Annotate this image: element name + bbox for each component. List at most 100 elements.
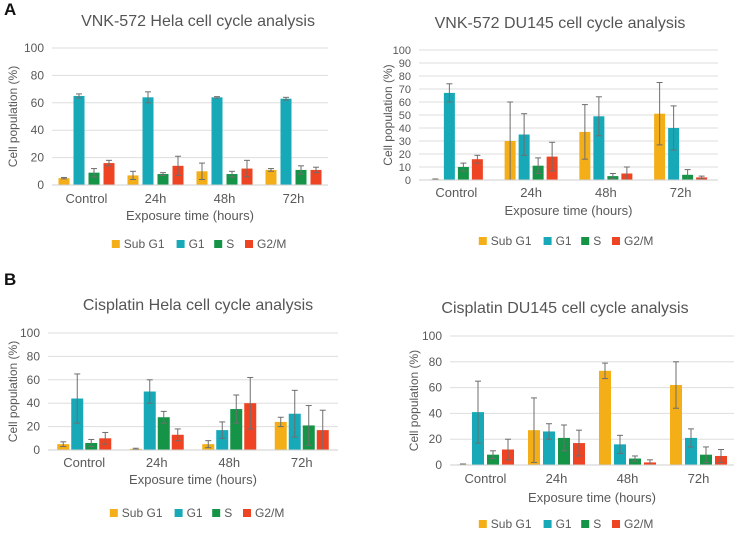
error-bar-g2-m-control bbox=[474, 154, 481, 164]
error-bar-s-48h bbox=[632, 455, 638, 462]
legend-swatch-g1 bbox=[176, 240, 185, 248]
error-bar-g1-48h bbox=[617, 434, 623, 454]
chart-3: Cisplatin Hela cell cycle analysis 0 20 40 6… bbox=[6, 297, 338, 520]
error-bar-s-control bbox=[490, 450, 496, 460]
bar-s-control bbox=[487, 454, 499, 465]
legend-label-sub-g1: Sub G1 bbox=[124, 237, 165, 251]
y-tick-label: 40 bbox=[429, 406, 443, 420]
error-bar-sub-g1-24h bbox=[132, 447, 139, 450]
legend-label-g1: G1 bbox=[187, 506, 203, 520]
error-bar-sub-g1-control bbox=[61, 176, 67, 180]
y-tick-label: 20 bbox=[399, 149, 411, 161]
legend-swatch-g2-m bbox=[243, 509, 251, 517]
error-bar-s-24h bbox=[535, 157, 542, 174]
chart-4: Cisplatin DU145 cell cycle analysis 0 20 40… bbox=[407, 300, 734, 531]
legend-label-sub-g1: Sub G1 bbox=[491, 517, 532, 531]
legend-swatch-g1 bbox=[174, 509, 183, 517]
legend-swatch-g1 bbox=[543, 520, 552, 528]
legend-swatch-sub-g1 bbox=[109, 509, 118, 517]
bar-g1-control bbox=[73, 95, 85, 185]
legend-swatch-sub-g1 bbox=[111, 240, 120, 248]
error-bar-g1-control bbox=[74, 373, 81, 424]
x-tick-label: 24h bbox=[146, 455, 168, 470]
bar-s-24h bbox=[558, 437, 570, 465]
error-bar-g1-24h bbox=[546, 423, 552, 440]
error-bar-s-72h bbox=[703, 446, 709, 463]
error-bar-sub-g1-24h bbox=[531, 397, 537, 463]
bar-g1-control bbox=[71, 398, 84, 450]
legend-swatch-s bbox=[581, 237, 590, 245]
bar-g2-m-72h bbox=[310, 169, 322, 185]
bar-s-control bbox=[457, 167, 469, 180]
error-bar-g1-24h bbox=[145, 91, 151, 104]
legend-label-sub-g1: Sub G1 bbox=[491, 234, 532, 248]
bar-sub-g1-control bbox=[58, 178, 70, 185]
legend-swatch-g2-m bbox=[245, 240, 253, 248]
chart-title: VNK-572 Hela cell cycle analysis bbox=[81, 13, 315, 30]
error-bar-s-72h bbox=[305, 405, 312, 446]
error-bar-g1-48h bbox=[219, 421, 226, 439]
y-tick-label: 0 bbox=[435, 458, 442, 472]
x-tick-label: 24h bbox=[546, 471, 568, 486]
y-tick-label: 0 bbox=[37, 178, 44, 192]
error-bar-g2-m-72h bbox=[698, 175, 705, 180]
y-tick-label: 80 bbox=[399, 71, 411, 83]
error-bar-g2-m-72h bbox=[718, 449, 724, 463]
x-tick-label: 24h bbox=[145, 191, 167, 206]
legend-label-s: S bbox=[593, 234, 601, 248]
y-tick-label: 40 bbox=[27, 396, 41, 410]
error-bar-g1-48h bbox=[214, 96, 220, 99]
bar-s-48h bbox=[230, 409, 243, 450]
y-tick-label: 100 bbox=[393, 45, 411, 57]
error-bar-g1-24h bbox=[146, 379, 153, 404]
bar-g2-m-control bbox=[103, 163, 115, 185]
x-tick-label: 48h bbox=[214, 191, 236, 206]
x-tick-label: 72h bbox=[688, 471, 710, 486]
error-bar-sub-g1-48h bbox=[205, 440, 212, 449]
bar-g1-48h bbox=[211, 97, 223, 185]
bar-sub-g1-72h bbox=[670, 385, 682, 465]
legend-label-sub-g1: Sub G1 bbox=[122, 506, 163, 520]
x-tick-label: 72h bbox=[291, 455, 313, 470]
bar-g1-24h bbox=[143, 391, 156, 450]
legend-swatch-g1 bbox=[543, 237, 552, 245]
y-tick-label: 10 bbox=[399, 162, 411, 174]
error-bar-s-24h bbox=[160, 172, 166, 176]
error-bar-s-control bbox=[91, 168, 97, 178]
legend-label-s: S bbox=[224, 506, 232, 520]
panel-label-b: B bbox=[4, 270, 17, 289]
bar-g1-72h bbox=[685, 437, 697, 465]
legend-label-g1: G1 bbox=[556, 234, 572, 248]
error-bar-s-48h bbox=[233, 394, 240, 424]
x-tick-label: 48h bbox=[595, 185, 617, 200]
error-bar-g2-m-24h bbox=[175, 155, 181, 176]
error-bar-g1-72h bbox=[688, 428, 694, 448]
legend-label-s: S bbox=[593, 517, 601, 531]
legend-label-g2-m: G2/M bbox=[255, 506, 284, 520]
y-tick-label: 100 bbox=[24, 41, 44, 55]
y-tick-label: 60 bbox=[27, 373, 41, 387]
error-bar-g2-m-24h bbox=[576, 429, 582, 457]
legend-label-g1: G1 bbox=[556, 517, 572, 531]
error-bar-s-48h bbox=[609, 173, 616, 180]
error-bar-g2-m-control bbox=[106, 159, 112, 167]
error-bar-g2-m-48h bbox=[244, 159, 250, 178]
y-tick-label: 60 bbox=[31, 96, 45, 110]
error-bar-sub-g1-72h bbox=[268, 168, 274, 172]
error-bar-sub-g1-72h bbox=[277, 416, 284, 428]
bar-g1-48h bbox=[216, 430, 229, 450]
y-axis-label: Cell population (%) bbox=[6, 341, 20, 442]
chart-1: VNK-572 Hela cell cycle analysis 0 20 40 60 8… bbox=[6, 13, 328, 251]
legend-label-g1: G1 bbox=[189, 237, 205, 251]
y-tick-label: 60 bbox=[429, 381, 443, 395]
legend-swatch-s bbox=[581, 520, 590, 528]
x-tick-label: 72h bbox=[670, 185, 692, 200]
bar-g1-72h bbox=[668, 128, 680, 180]
bar-g1-48h bbox=[614, 444, 626, 465]
bar-s-24h bbox=[157, 174, 169, 185]
error-bar-sub-g1-48h bbox=[581, 104, 588, 160]
error-bar-s-72h bbox=[298, 165, 304, 175]
error-bar-sub-g1-48h bbox=[199, 162, 205, 181]
error-bar-sub-g1-control bbox=[60, 441, 67, 447]
y-tick-label: 0 bbox=[33, 443, 40, 457]
